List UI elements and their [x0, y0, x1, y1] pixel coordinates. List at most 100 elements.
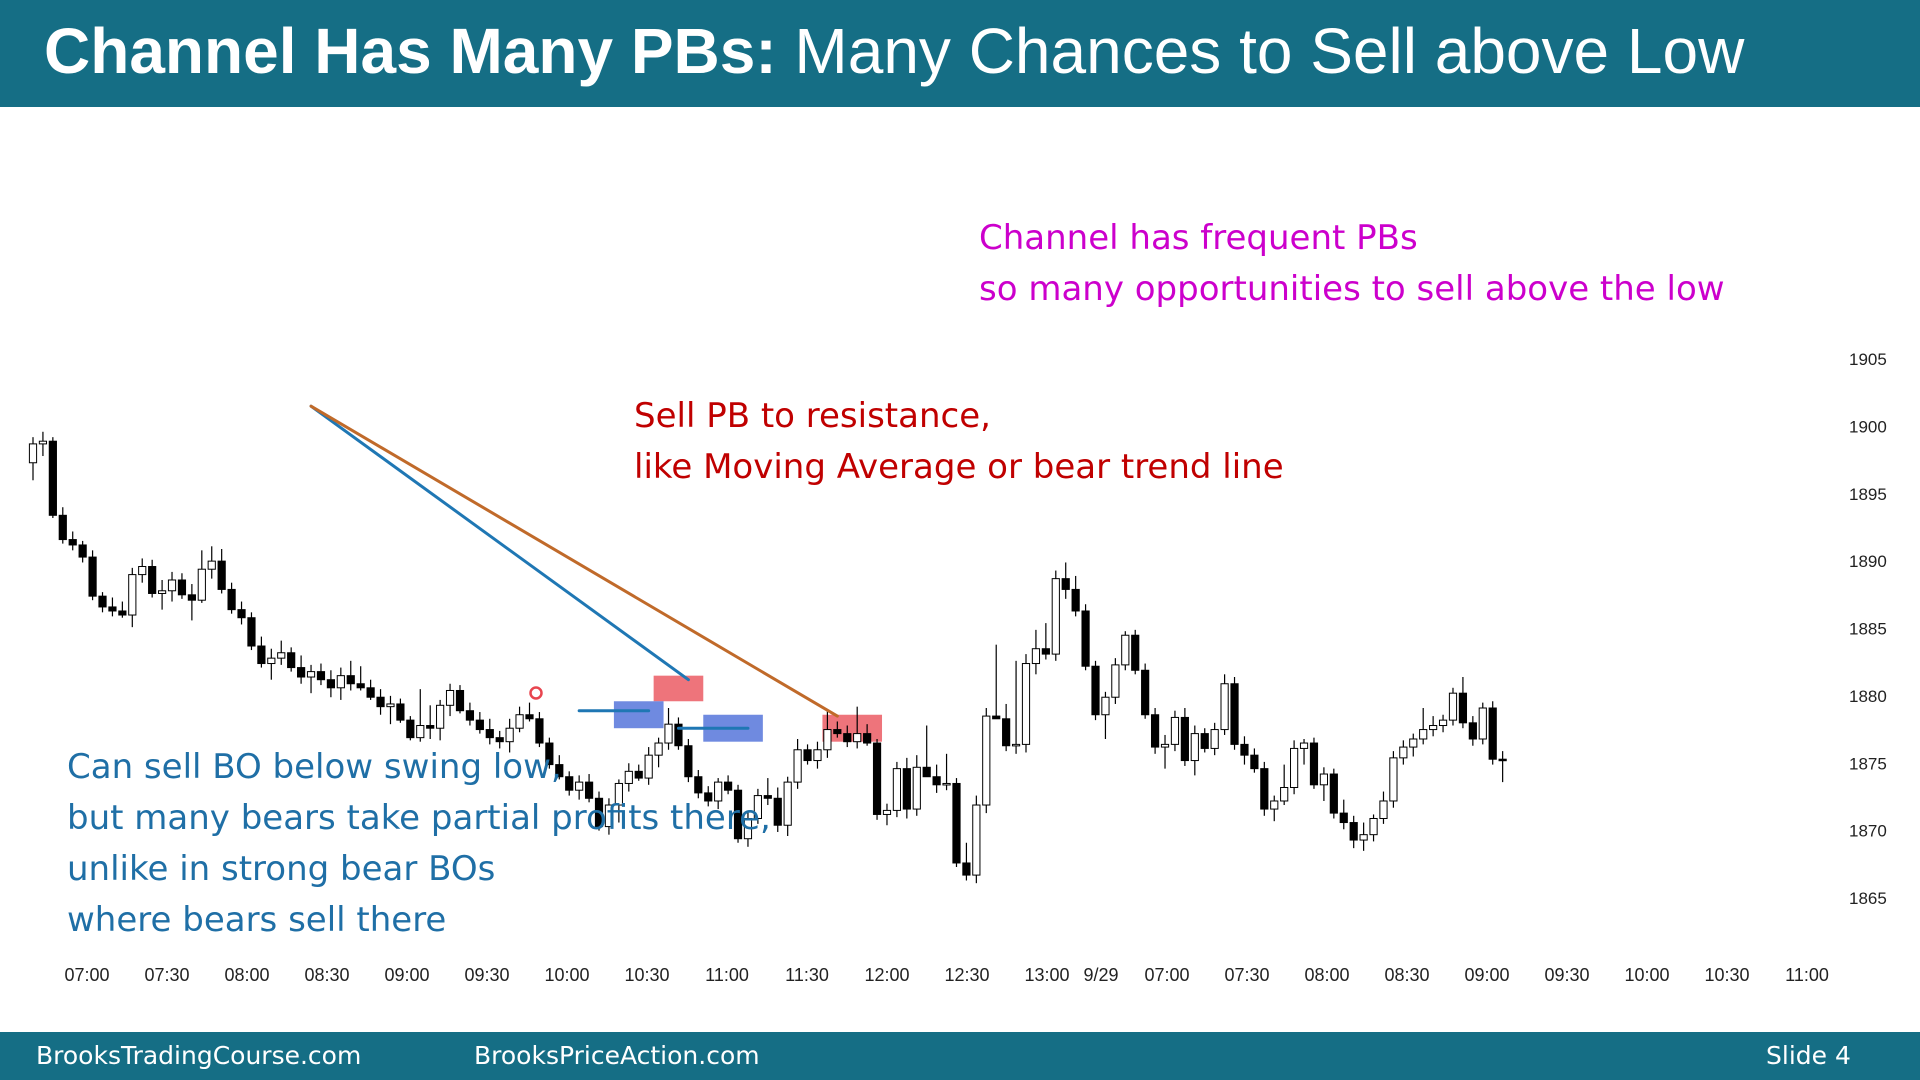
candle [88, 550, 97, 601]
candle [297, 655, 306, 684]
x-tick-label: 08:30 [1384, 965, 1429, 985]
bear-candle-body [88, 556, 97, 597]
x-tick-label: 11:30 [785, 965, 829, 985]
candle [793, 738, 802, 789]
bear-candle-body [863, 733, 872, 744]
candle [1111, 658, 1120, 704]
candle [594, 791, 604, 831]
bull-candle-body [197, 568, 206, 601]
candle [684, 738, 693, 783]
candle [714, 778, 723, 810]
slide-number: Slide 4 [1766, 1041, 1851, 1070]
bear-candle-body [346, 675, 355, 685]
bull-candle-body [1419, 729, 1428, 740]
bear-candle-body [694, 776, 703, 794]
x-tick-label: 11:00 [705, 965, 749, 985]
bear-candle-body [1131, 634, 1140, 671]
bull-candle-body [793, 749, 802, 783]
candle [644, 747, 653, 785]
bull-candle-body [515, 714, 524, 729]
y-tick-label: 1865 [1849, 889, 1887, 908]
candle [952, 778, 961, 868]
candle [843, 725, 852, 748]
candle [227, 582, 236, 614]
bull-candle-body [604, 804, 614, 828]
bull-candle-body [306, 671, 316, 678]
bear-candle-body [148, 566, 157, 594]
y-tick-label: 1890 [1849, 552, 1887, 571]
candle [1200, 728, 1209, 753]
candle [624, 763, 633, 792]
bear-candle-body [545, 742, 554, 766]
candle [436, 699, 445, 741]
y-axis-labels: 1905 1900 1895 1890 1885 1880 1875 1870 1865 [1849, 350, 1887, 908]
bear-candle-body [584, 781, 594, 799]
y-tick-label: 1885 [1849, 620, 1887, 639]
candle [1359, 822, 1368, 851]
x-tick-label: 08:00 [1304, 965, 1349, 985]
bear-candle-body [495, 737, 504, 743]
bear-candle-body [237, 609, 246, 619]
candle [1270, 795, 1279, 822]
footer-bar [0, 1032, 1920, 1080]
y-tick-label: 1875 [1849, 754, 1887, 773]
candle [217, 548, 226, 594]
bull-candle-body [38, 440, 48, 445]
candle [475, 712, 484, 734]
candle [1002, 703, 1011, 752]
candle [1389, 751, 1398, 808]
slide-title-bold: Channel Has Many PBs: [44, 15, 777, 87]
x-tick-label: 11:00 [1785, 965, 1829, 985]
bear-candle-body [1041, 648, 1050, 655]
candle [1011, 660, 1021, 754]
x-tick-label: 07:30 [1224, 965, 1269, 985]
trend-lines-layer [309, 404, 839, 730]
x-tick-label: 08:30 [304, 965, 349, 985]
bear-candle-body [565, 776, 574, 791]
candle [853, 706, 862, 749]
candle [118, 601, 127, 618]
bull-candle-body [1448, 692, 1458, 721]
bull-candle-body [1319, 773, 1329, 786]
candle [1141, 663, 1150, 719]
bear-candle-body [1250, 754, 1259, 770]
candle [416, 689, 425, 742]
candle [565, 771, 574, 796]
candle [1488, 701, 1497, 765]
annotation-red-line-2: like Moving Average or bear trend line [634, 447, 1284, 487]
candle [664, 708, 673, 750]
bear-candle-body [1488, 707, 1497, 760]
bull-candle-body [972, 804, 981, 876]
bull-candle-body [1190, 733, 1199, 762]
candle [386, 695, 395, 725]
candle [1329, 768, 1338, 819]
y-tick-label: 1880 [1849, 687, 1887, 706]
annotation-blue-line-2: but many bears take partial profits ther… [67, 798, 771, 838]
candle [1448, 687, 1458, 726]
footer-price-action-link[interactable]: BrooksPriceAction.com [474, 1041, 760, 1070]
bull-candle-body [416, 725, 425, 739]
candle [485, 718, 494, 745]
bear-candle-body [396, 703, 405, 721]
bull-candle-body [714, 781, 723, 802]
candle [1280, 764, 1289, 806]
candle [1319, 767, 1329, 801]
candle [495, 730, 504, 749]
annotation-blue: Can sell BO below swing low, but many be… [67, 742, 771, 946]
bear-candle-body [1339, 812, 1348, 824]
bull-candle-body [853, 733, 862, 743]
candle [813, 741, 822, 769]
candle [1349, 815, 1358, 849]
candle [1339, 799, 1348, 830]
candle [1290, 740, 1299, 795]
bull-candle-body [783, 781, 792, 826]
candle [992, 644, 1001, 720]
bear-candle-body [763, 795, 772, 799]
candle [584, 774, 594, 803]
candle [465, 702, 475, 726]
bear-candle-body [356, 683, 365, 689]
bear-candle-body [1240, 743, 1249, 756]
candle [942, 753, 951, 791]
candle [694, 769, 703, 799]
footer-course-link[interactable]: BrooksTradingCourse.com [36, 1041, 362, 1070]
